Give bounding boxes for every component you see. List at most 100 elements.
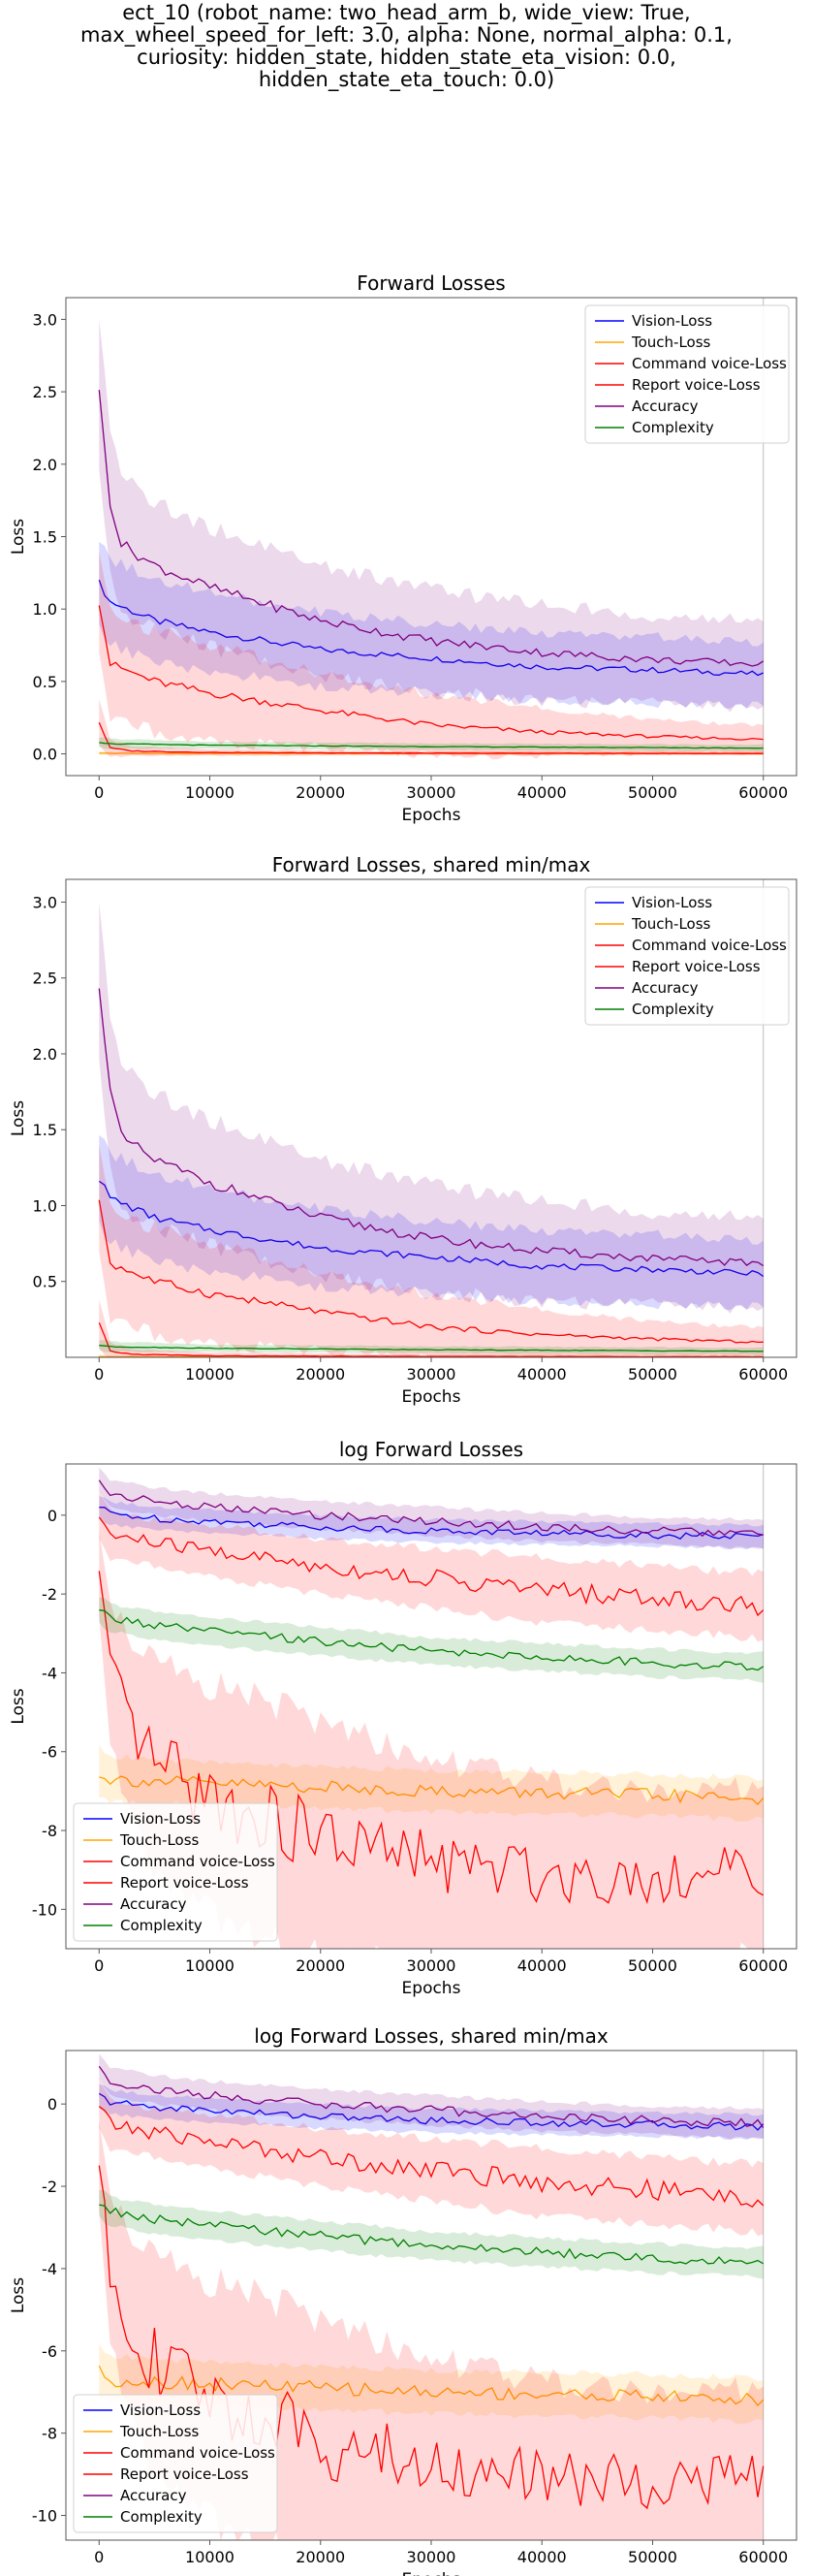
chart-3-band-0 bbox=[99, 2083, 764, 2141]
chart-1-title: Forward Losses, shared min/max bbox=[272, 853, 591, 876]
chart-0-y-tick-label: 0.5 bbox=[33, 673, 57, 691]
chart-3-series-line-1 bbox=[98, 2365, 765, 2407]
chart-0-plot-area bbox=[98, 298, 765, 776]
chart-2-series-line-4 bbox=[98, 1479, 764, 1538]
chart-1-series-line-2 bbox=[98, 1199, 764, 1344]
chart-2-y-tick-label: -10 bbox=[32, 1900, 57, 1919]
chart-2-legend-label: Command voice-Loss bbox=[120, 1853, 275, 1870]
chart-0-legend-label: Complexity bbox=[632, 419, 714, 436]
chart-3-legend-label: Vision-Loss bbox=[120, 2401, 201, 2419]
chart-1-y-tick-label: 2.5 bbox=[33, 970, 57, 988]
chart-1-y-tick-label: 2.0 bbox=[33, 1045, 57, 1064]
chart-3-series-line-4 bbox=[98, 2065, 765, 2128]
chart-3-legend: Vision-Loss Touch-Loss Command voice-Loss R… bbox=[73, 2394, 278, 2533]
chart-1-x-tick-label: 30000 bbox=[407, 1365, 456, 1383]
chart-0-series-line-0 bbox=[98, 579, 764, 677]
chart-0-series-line-4 bbox=[98, 390, 765, 667]
chart-2-band-4 bbox=[99, 1467, 764, 1549]
chart-0-x-tick-label: 60000 bbox=[738, 783, 788, 802]
chart-3-x-tick-label: 0 bbox=[94, 2548, 104, 2566]
chart-0-x-tick-label: 20000 bbox=[296, 783, 345, 802]
chart-3-series-line-5 bbox=[99, 2204, 765, 2265]
chart-3-band-2 bbox=[99, 2080, 764, 2237]
chart-3-legend-box bbox=[73, 2394, 278, 2533]
chart-log-forward-losses: log Forward Losses 0 10000 20000 30000 40000 5… bbox=[9, 1438, 797, 1998]
chart-0-legend-label: Vision-Loss bbox=[632, 312, 712, 330]
chart-1-x-tick-label: 50000 bbox=[628, 1365, 677, 1383]
chart-3-x-tick-label: 30000 bbox=[407, 2548, 456, 2566]
chart-2-title: log Forward Losses bbox=[339, 1438, 523, 1461]
chart-2-y-tick-label: 0 bbox=[47, 1507, 57, 1525]
chart-1-legend-label: Report voice-Loss bbox=[632, 958, 761, 975]
chart-1-legend-label: Touch-Loss bbox=[631, 915, 711, 933]
chart-0-band-4 bbox=[99, 319, 764, 713]
chart-0-band-0 bbox=[99, 542, 764, 709]
chart-0-series-line-5 bbox=[99, 742, 764, 749]
suptitle-line: max_wheel_speed_for_left: 3.0, alpha: No… bbox=[80, 23, 733, 47]
chart-0-legend-label: Accuracy bbox=[632, 398, 699, 415]
chart-0-y-tick-label: 1.5 bbox=[33, 528, 57, 547]
chart-1-x-tick-label: 20000 bbox=[296, 1365, 345, 1383]
chart-3-band-5 bbox=[99, 2189, 764, 2279]
chart-0-y-tick-label: 2.0 bbox=[33, 456, 57, 474]
chart-3-x-axis-label: Epochs bbox=[402, 2570, 461, 2576]
chart-2-y-tick-label: -4 bbox=[42, 1664, 57, 1682]
chart-3-y-axis-label: Loss bbox=[9, 2277, 28, 2313]
chart-forward-losses-shared: Forward Losses, shared min/max 0 10000 2000… bbox=[9, 853, 797, 1407]
chart-1-legend: Vision-Loss Touch-Loss Command voice-Loss R… bbox=[584, 886, 790, 1026]
chart-2-legend-label: Accuracy bbox=[120, 1895, 187, 1913]
chart-2-legend-label: Touch-Loss bbox=[119, 1831, 200, 1849]
chart-log-forward-losses-shared: log Forward Losses, shared min/max 0 10000… bbox=[9, 2024, 797, 2576]
chart-1-x-tick-label: 60000 bbox=[738, 1365, 788, 1383]
chart-3-legend-label: Complexity bbox=[120, 2508, 203, 2526]
chart-2-legend-label: Report voice-Loss bbox=[120, 1874, 249, 1892]
chart-1-x-tick-label: 40000 bbox=[517, 1365, 567, 1383]
chart-0-y-axis-label: Loss bbox=[9, 519, 28, 555]
chart-1-x-tick-label: 0 bbox=[94, 1365, 104, 1383]
chart-2-series-line-1 bbox=[99, 1775, 765, 1806]
chart-1-x-tick-label: 10000 bbox=[185, 1365, 235, 1383]
chart-1-legend-label: Vision-Loss bbox=[632, 894, 712, 911]
chart-3-series-line-0 bbox=[98, 2092, 765, 2131]
chart-2-x-tick-label: 60000 bbox=[738, 1956, 788, 1975]
chart-3-y-tick-label: -4 bbox=[42, 2260, 57, 2278]
chart-0-x-axis-label: Epochs bbox=[402, 806, 461, 825]
chart-1-y-axis-label: Loss bbox=[9, 1100, 28, 1136]
chart-3-x-tick-label: 60000 bbox=[738, 2548, 788, 2566]
chart-2-series-line-2 bbox=[98, 1516, 765, 1617]
chart-3-y-tick-label: -8 bbox=[42, 2425, 57, 2443]
chart-0-series-line-3 bbox=[98, 721, 764, 754]
chart-2-y-axis-label: Loss bbox=[9, 1688, 28, 1724]
chart-3-title: log Forward Losses, shared min/max bbox=[254, 2024, 609, 2048]
chart-3-y-tick-label: -6 bbox=[42, 2342, 57, 2361]
chart-1-plot-area bbox=[98, 879, 765, 1357]
chart-1-legend-label: Complexity bbox=[632, 1001, 714, 1018]
chart-0-y-tick-label: 1.0 bbox=[33, 600, 57, 619]
chart-3-legend-label: Command voice-Loss bbox=[120, 2444, 275, 2462]
chart-0-x-tick-label: 50000 bbox=[628, 783, 677, 802]
suptitle-line: curiosity: hidden_state, hidden_state_et… bbox=[137, 46, 676, 69]
chart-1-band-0 bbox=[99, 1135, 764, 1311]
chart-3-y-tick-label: 0 bbox=[47, 2095, 57, 2114]
chart-3-x-tick-label: 40000 bbox=[517, 2548, 567, 2566]
chart-3-y-tick-label: -2 bbox=[42, 2178, 57, 2196]
chart-1-y-tick-label: 3.0 bbox=[33, 893, 57, 911]
chart-3-x-tick-label: 20000 bbox=[296, 2548, 345, 2566]
chart-0-legend-label: Command voice-Loss bbox=[632, 355, 787, 372]
chart-1-band-5 bbox=[99, 1340, 764, 1355]
chart-0-x-tick-label: 10000 bbox=[185, 783, 235, 802]
chart-0-x-tick-label: 30000 bbox=[407, 783, 456, 802]
chart-2-x-tick-label: 20000 bbox=[296, 1956, 345, 1975]
chart-1-legend-box bbox=[584, 886, 790, 1026]
chart-0-legend: Vision-Loss Touch-Loss Command voice-Loss R… bbox=[584, 304, 790, 444]
chart-0-x-tick-label: 0 bbox=[94, 783, 104, 802]
chart-2-y-tick-label: -2 bbox=[42, 1585, 57, 1604]
chart-1-y-tick-label: 1.5 bbox=[33, 1121, 57, 1139]
chart-2-x-tick-label: 50000 bbox=[628, 1956, 677, 1975]
chart-2-legend-box bbox=[73, 1802, 278, 1942]
chart-2-band-2 bbox=[99, 1492, 764, 1642]
chart-0-band-5 bbox=[99, 737, 764, 752]
figure-suptitle: ect_10 (robot_name: two_head_arm_b, wide… bbox=[0, 2, 813, 91]
chart-0-series-line-2 bbox=[98, 605, 764, 741]
chart-2-y-tick-label: -6 bbox=[42, 1743, 57, 1762]
